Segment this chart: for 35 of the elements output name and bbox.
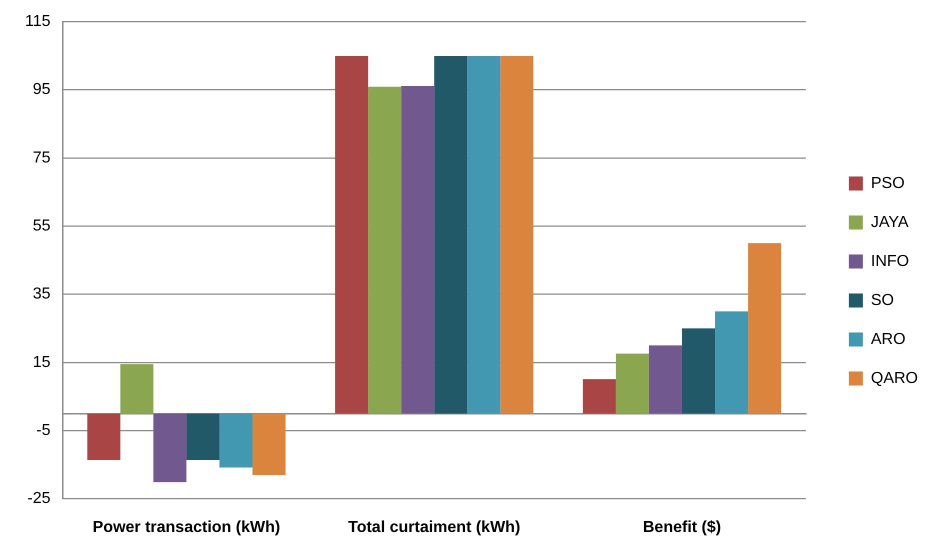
y-tick-label: -5 <box>36 422 51 440</box>
x-tick-label: Total curtaiment (kWh) <box>348 518 520 536</box>
y-tick-label: 55 <box>32 218 51 235</box>
bar <box>500 56 534 414</box>
bar <box>748 243 782 414</box>
bar <box>120 364 154 414</box>
bar <box>335 56 368 414</box>
x-tick-label: Benefit ($) <box>642 518 722 536</box>
bar <box>616 354 649 414</box>
bar <box>368 86 402 414</box>
legend-label: JAYA <box>870 214 909 231</box>
y-tick-label: 15 <box>32 354 51 371</box>
x-tick-label: Power transaction (kWh) <box>92 518 280 536</box>
y-tick-label: -25 <box>27 490 51 508</box>
y-tick-label: 95 <box>32 81 51 98</box>
legend-label: SO <box>870 292 894 309</box>
bar <box>648 345 682 414</box>
bar <box>582 379 616 414</box>
bar <box>682 328 716 414</box>
legend-label: PSO <box>870 174 905 192</box>
bar <box>186 414 220 460</box>
bar <box>401 86 434 414</box>
bar <box>467 56 500 414</box>
bar <box>252 414 286 475</box>
legend-label: ARO <box>870 330 906 348</box>
y-tick-label: 115 <box>24 13 51 30</box>
bar <box>715 311 748 414</box>
bar <box>219 414 252 468</box>
bar <box>87 414 120 460</box>
legend-label: QARO <box>870 370 918 387</box>
bar <box>153 414 186 482</box>
y-tick-label: 75 <box>32 149 51 166</box>
legend-label: INFO <box>870 252 910 270</box>
y-tick-label: 35 <box>32 286 51 303</box>
bar <box>434 56 468 414</box>
